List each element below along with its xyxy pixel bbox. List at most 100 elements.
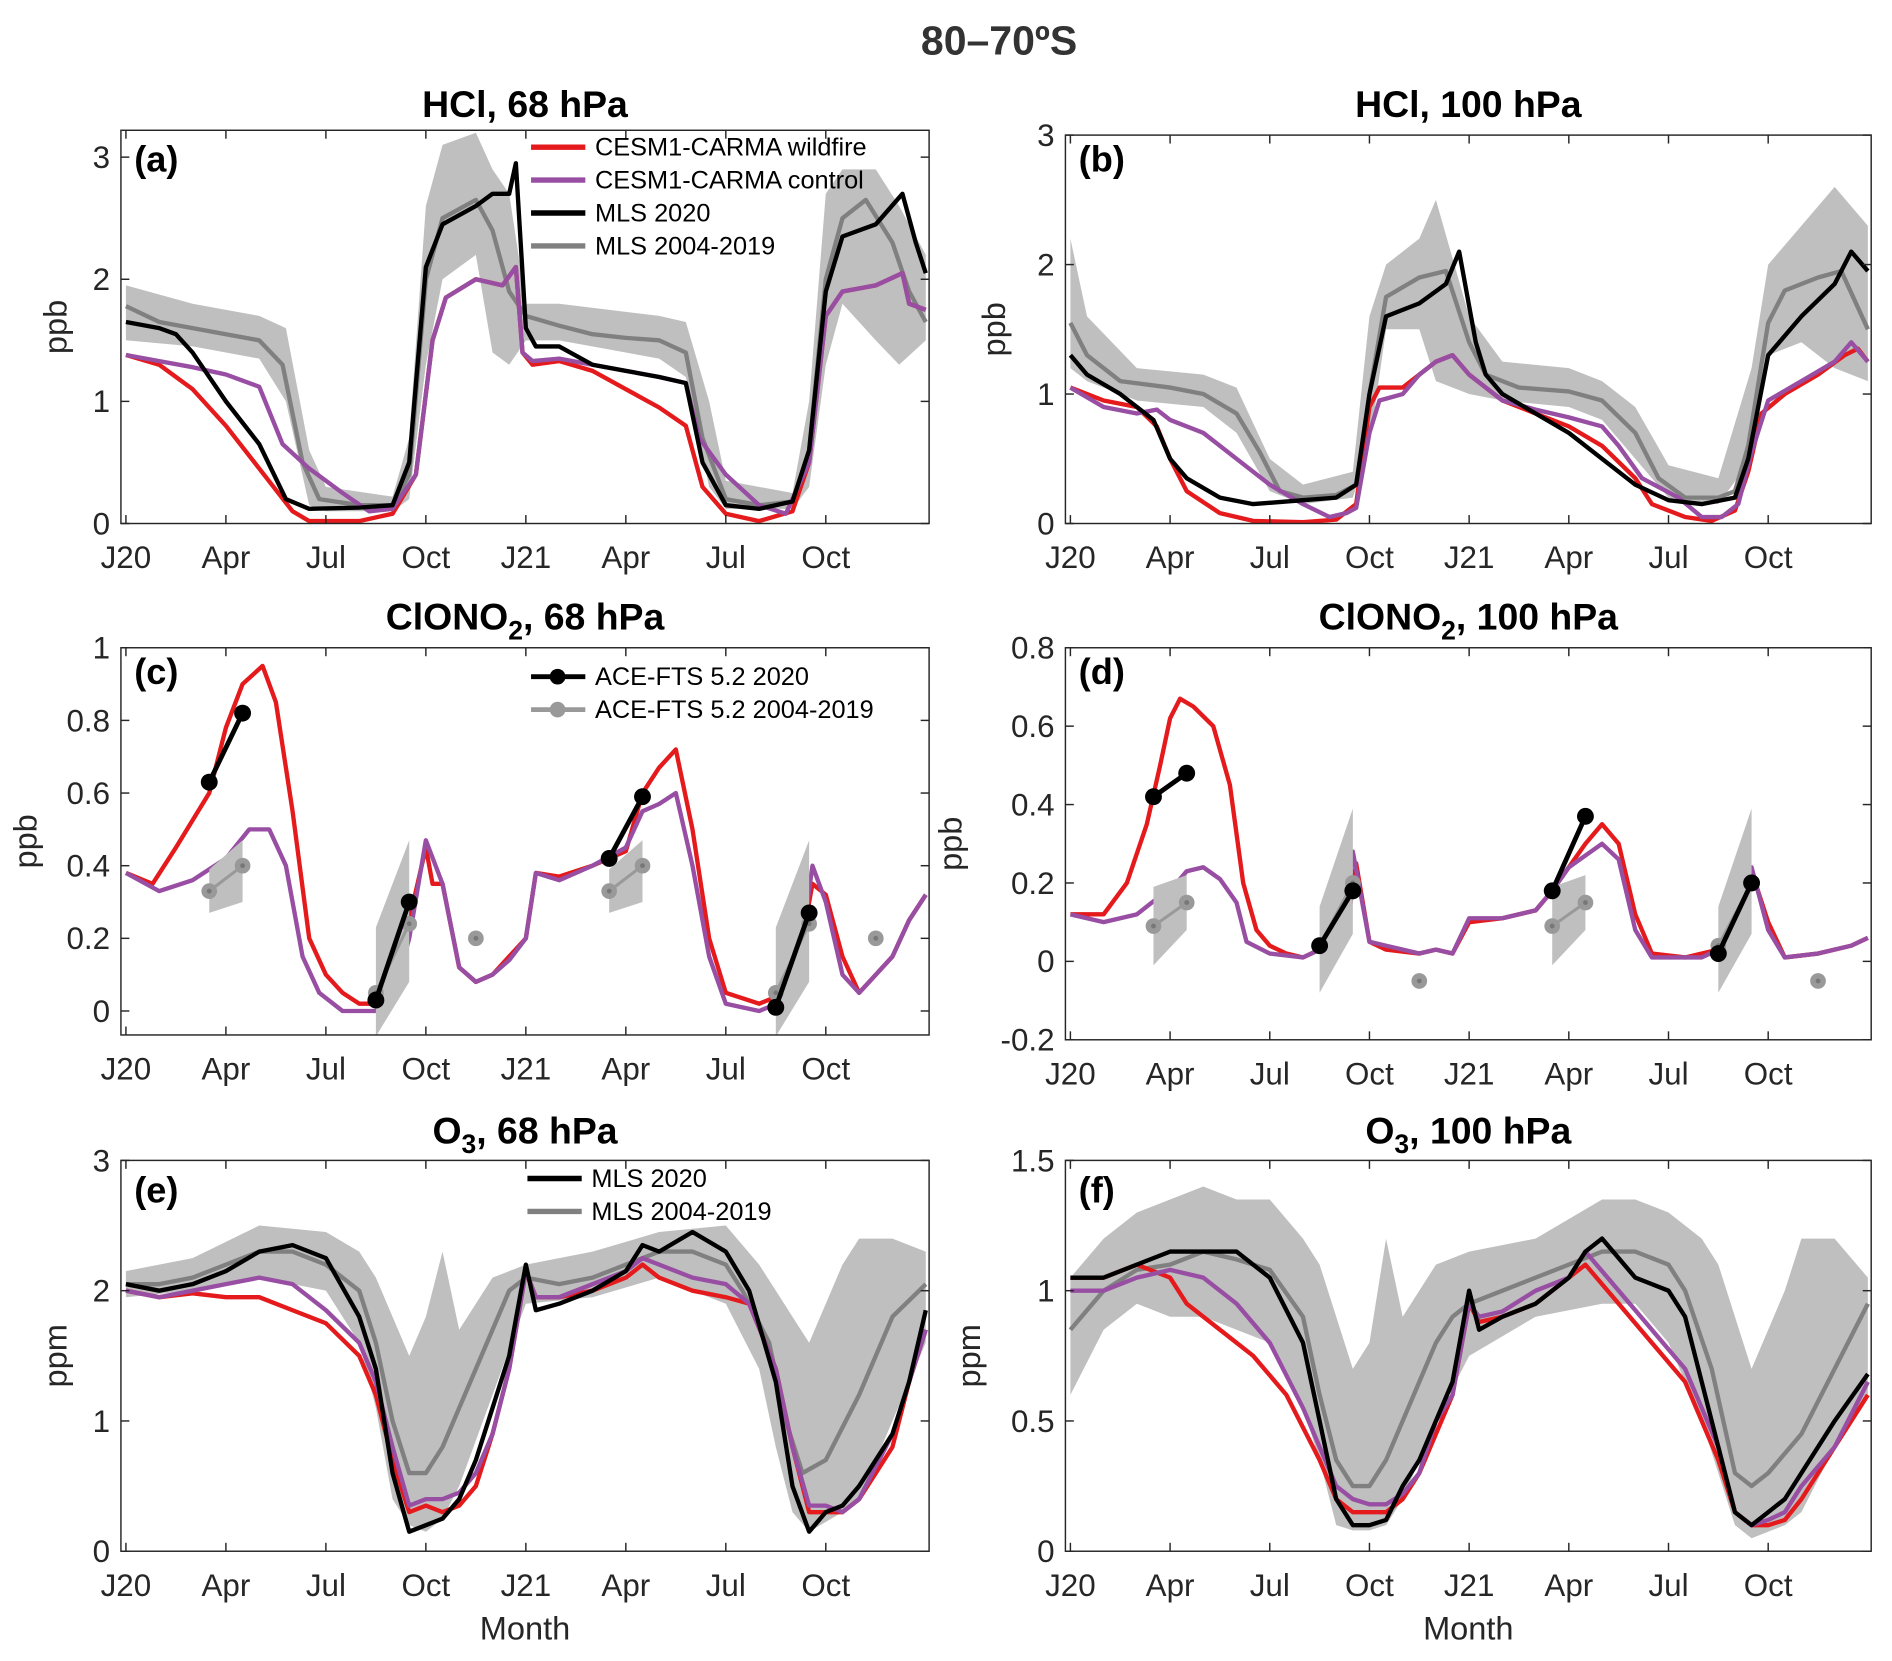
- x-tick-label: J20: [101, 540, 152, 575]
- y-tick-label: 2: [93, 1274, 110, 1309]
- ace-point-ace2020: [1145, 788, 1162, 806]
- x-tick-label: Oct: [801, 540, 850, 575]
- series-line-mlsclim: [1068, 268, 1870, 500]
- x-tick-label: Apr: [601, 1052, 650, 1087]
- y-tick-label: 0.8: [66, 703, 110, 738]
- series-line-mlsclim: [1068, 1249, 1870, 1489]
- y-tick-label: 0.4: [1011, 787, 1055, 822]
- panel-b: J20 Apr Jul Oct J21 Apr Jul Oct 0 1 2 3 HCl, 100 hPa…: [976, 83, 1872, 575]
- x-tick-label: Jul: [706, 540, 746, 575]
- y-tick-label: 0: [93, 506, 110, 541]
- y-tick-label: 1: [1037, 377, 1054, 412]
- x-tick-label: J20: [101, 1052, 152, 1087]
- x-tick-label: Apr: [1146, 1056, 1195, 1091]
- panel-title: ClONO2, 68 hPa: [386, 596, 666, 646]
- legend-label-ace2020: ACE-FTS 5.2 2020: [595, 663, 809, 691]
- panel-title-rest: , 68 hPa: [523, 596, 665, 638]
- x-tick-label: Jul: [1648, 1056, 1688, 1091]
- ace-point-ace2020: [1709, 945, 1727, 962]
- ace-point-center: [873, 935, 879, 941]
- axes-box: [120, 1159, 930, 1552]
- panel-title-main: O: [432, 1110, 461, 1152]
- series-line-mls2020: [1070, 1236, 1870, 1528]
- ace-point-center: [406, 921, 412, 927]
- series-line-mls2020: [125, 1229, 928, 1534]
- panel-title-rest: , 100 hPa: [1409, 1110, 1572, 1152]
- x-tick-label: Apr: [1544, 540, 1593, 575]
- plot-area: [125, 1225, 928, 1534]
- ace-point-center: [1549, 923, 1555, 929]
- y-tick-label: 0: [1037, 1534, 1054, 1569]
- x-tick-label: J21: [501, 1568, 552, 1603]
- y-tick-label: 0.5: [1011, 1404, 1055, 1439]
- y-tick-label: 0: [1037, 944, 1054, 979]
- ace-point-ace2020: [1344, 882, 1362, 900]
- ace-point-center: [473, 935, 479, 941]
- ace-point-ace2020: [1178, 764, 1196, 782]
- legend-label-mlsclim: MLS 2004-2019: [591, 1198, 771, 1226]
- y-tick-label: 2: [1037, 247, 1054, 282]
- axes-box: [120, 647, 930, 1036]
- ace-point-ace2020: [200, 773, 218, 791]
- panel-title-main: O: [1365, 1110, 1394, 1152]
- ace-point-ace2020: [800, 904, 818, 922]
- panel-title-subscript: 2: [508, 615, 523, 645]
- panel-title: O3, 68 hPa: [432, 1110, 618, 1160]
- legend-label-mlsclim: MLS 2004-2019: [595, 232, 775, 260]
- x-tick-label: Oct: [401, 1568, 450, 1603]
- panel-title-subscript: 3: [462, 1129, 477, 1159]
- y-tick-label: 0.6: [66, 776, 110, 811]
- y-tick-label: 1: [1037, 1274, 1054, 1309]
- panel-title-rest: , 68 hPa: [487, 83, 629, 125]
- x-tick-label: Jul: [1648, 1568, 1688, 1603]
- legend-label-wildfire: CESM1-CARMA wildfire: [595, 134, 867, 162]
- ace-line-ace2020: [207, 712, 245, 784]
- mls-2004-2019-range-band: [125, 1225, 926, 1532]
- panel-f: J20 Apr Jul Oct J21 Apr Jul Oct 0 0.5 1 1.5 O3, 100 …: [951, 1110, 1872, 1646]
- axes-box: [120, 129, 930, 525]
- ace-point-center: [1583, 900, 1588, 905]
- legend: CESM1-CARMA wildfire CESM1-CARMA control M…: [531, 134, 867, 260]
- x-axis-label: Month: [480, 1610, 570, 1646]
- ace-clim-range-band: [375, 840, 410, 1035]
- panel-title: O3, 100 hPa: [1365, 1110, 1572, 1160]
- ace-line-ace2020: [607, 795, 645, 860]
- x-tick-label: Apr: [202, 1568, 251, 1603]
- ace-line-ace2020: [1716, 881, 1754, 955]
- panel-title-subscript: 3: [1394, 1129, 1409, 1159]
- y-tick-label: 1: [93, 1404, 110, 1439]
- y-axis-label: ppb: [976, 302, 1012, 356]
- x-tick-label: J21: [501, 1052, 552, 1087]
- x-tick-label: Apr: [202, 540, 251, 575]
- y-tick-label: 0: [93, 1534, 110, 1569]
- ace-clim-range-band: [1153, 875, 1187, 966]
- ace-clim-range-band: [1552, 875, 1586, 966]
- panel-title-rest: , 68 hPa: [476, 1110, 618, 1152]
- legend-label-mls2020: MLS 2020: [591, 1165, 706, 1193]
- panel-a: J20 Apr Jul Oct J21 Apr Jul Oct 0 1 2 3 HCl, 68 hPa (…: [38, 83, 930, 575]
- panel-label: (c): [134, 651, 178, 692]
- y-tick-label: 0: [1037, 506, 1054, 541]
- ace-point-ace2020: [634, 788, 651, 806]
- x-tick-label: Oct: [1744, 1056, 1793, 1091]
- x-tick-label: Oct: [1744, 540, 1793, 575]
- x-axis-label: Month: [1423, 1610, 1513, 1646]
- panel-title-main: ClONO: [1319, 596, 1442, 638]
- ace-point-center: [206, 888, 212, 894]
- ace-point-center: [1416, 978, 1422, 984]
- y-tick-label: 1: [93, 631, 110, 666]
- x-tick-label: Oct: [1744, 1568, 1793, 1603]
- x-tick-label: J20: [1045, 1056, 1096, 1091]
- ace-point-ace2020: [1543, 882, 1561, 900]
- x-tick-label: Jul: [306, 1568, 346, 1603]
- axes-box: [1064, 647, 1872, 1041]
- y-tick-label: 2: [93, 262, 110, 297]
- ace-point-ace2020: [1743, 874, 1761, 892]
- x-tick-label: Apr: [1146, 540, 1195, 575]
- ace-line-ace2020: [1550, 815, 1588, 892]
- panel-title: ClONO2, 100 hPa: [1319, 596, 1620, 646]
- legend: ACE-FTS 5.2 2020 ACE-FTS 5.2 2004-2019: [531, 663, 874, 724]
- ace-point-ace2020: [234, 704, 252, 722]
